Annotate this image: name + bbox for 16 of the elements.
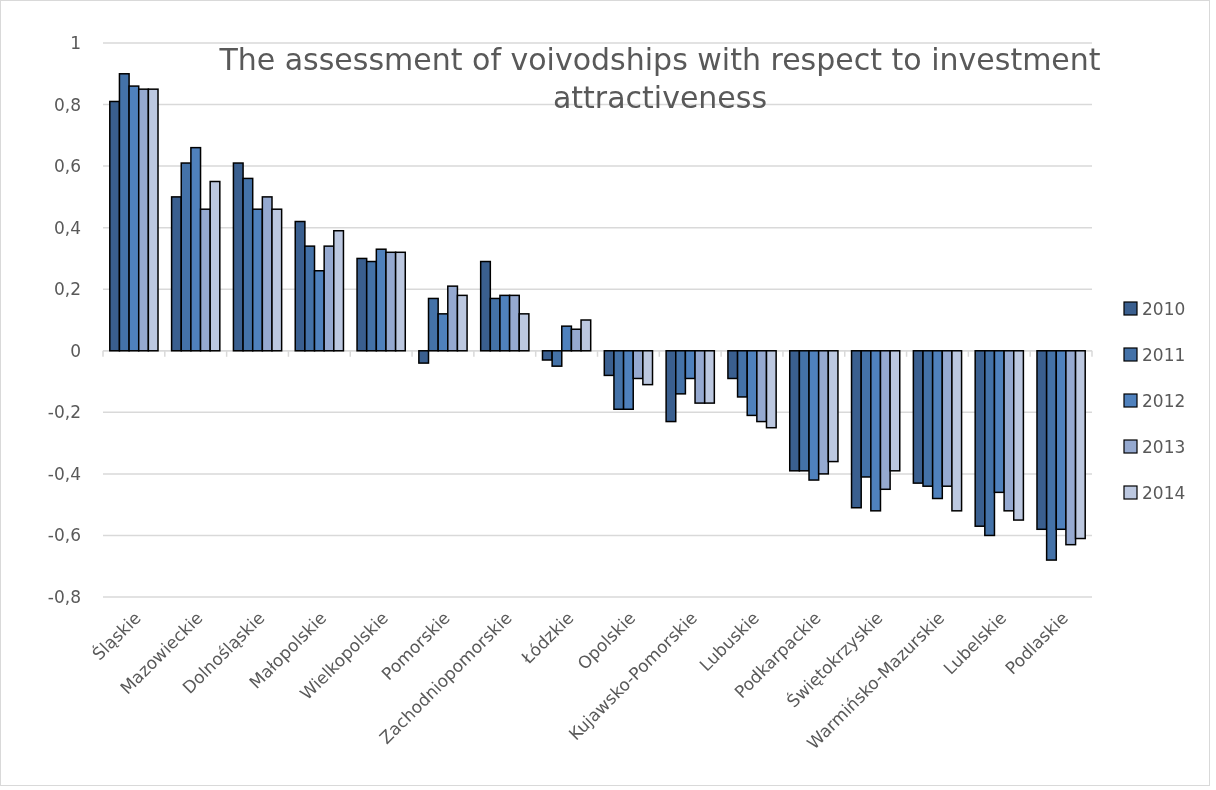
legend-label: 2011 (1142, 344, 1186, 365)
y-tick-label: 0 (70, 340, 81, 361)
y-tick-label: -0,6 (47, 525, 81, 546)
y-tick-label: 0,2 (53, 279, 81, 300)
y-tick-label: 0,8 (53, 94, 81, 115)
legend-label: 2014 (1142, 482, 1186, 503)
legend-label: 2010 (1142, 298, 1186, 319)
y-tick-label: -0,4 (47, 463, 81, 484)
y-tick-label: 0,4 (53, 217, 81, 238)
y-tick-label: 0,6 (53, 156, 81, 177)
text: The assessment of voivodships with respect to investment attractiveness (218, 42, 1101, 115)
y-tick-label: -0,2 (47, 402, 81, 423)
y-tick-label: -0,8 (47, 586, 81, 607)
legend-label: 2013 (1142, 436, 1186, 457)
legend-label: 2012 (1142, 390, 1186, 411)
y-tick-label: 1 (70, 32, 81, 53)
